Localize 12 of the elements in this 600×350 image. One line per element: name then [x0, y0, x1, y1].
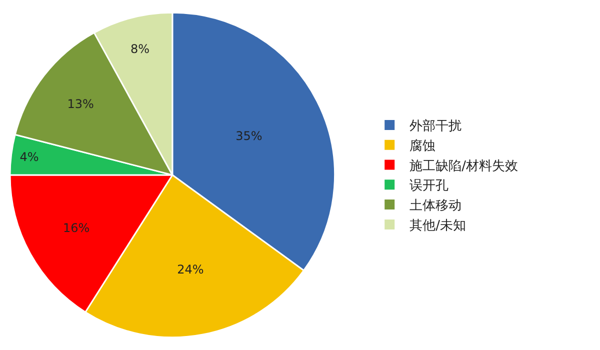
data-label: 8% — [130, 42, 150, 56]
legend-label: 施工缺陷/材料失效 — [410, 158, 518, 174]
data-label: 35% — [236, 129, 262, 144]
data-label: 13% — [67, 96, 94, 111]
data-label: 4% — [20, 150, 39, 164]
data-label: 24% — [177, 262, 204, 277]
legend-label: 土体移动 — [410, 198, 462, 214]
legend-label: 其他/未知 — [410, 218, 466, 234]
data-label: 16% — [63, 220, 90, 235]
legend-label: 误开孔 — [410, 178, 449, 194]
legend-label: 腐蚀 — [410, 138, 436, 154]
legend-label: 外部干扰 — [410, 119, 462, 134]
